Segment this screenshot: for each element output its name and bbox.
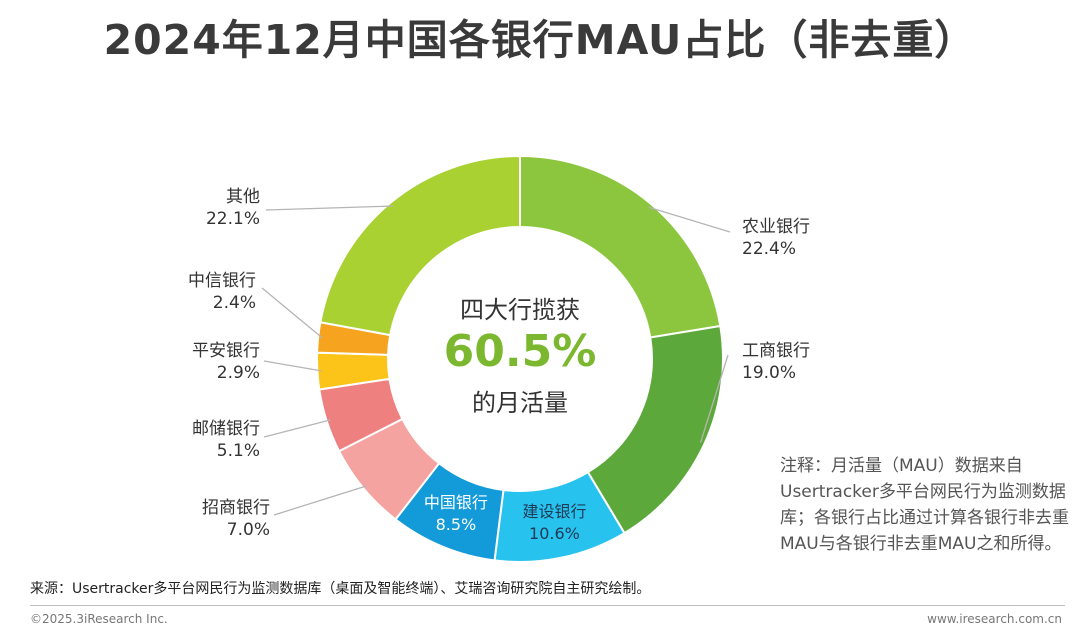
slice-label-中信银行: 中信银行 2.4% bbox=[146, 270, 256, 314]
slice-label-建设银行: 建设银行 10.6% bbox=[509, 501, 599, 545]
slice-农业银行 bbox=[519, 154, 722, 339]
slice-其他 bbox=[319, 154, 521, 337]
slice-label-其他: 其他 22.1% bbox=[150, 186, 260, 230]
leader-line-中信银行 bbox=[261, 287, 323, 339]
leader-line-邮储银行 bbox=[263, 419, 331, 438]
center-caption-top: 四大行揽获 bbox=[460, 296, 580, 324]
slice-name: 平安银行 bbox=[192, 341, 260, 361]
slice-name: 建设银行 bbox=[522, 501, 587, 521]
slice-name: 邮储银行 bbox=[192, 419, 260, 439]
slice-value: 7.0% bbox=[226, 520, 270, 540]
slice-value: 2.4% bbox=[212, 293, 256, 313]
data-source: 来源：Usertracker多平台网民行为监测数据库（桌面及智能终端）、艾瑞咨询… bbox=[30, 581, 651, 597]
slice-name: 其他 bbox=[226, 187, 260, 207]
leader-line-其他 bbox=[265, 205, 393, 211]
leader-line-农业银行 bbox=[648, 206, 731, 233]
slice-value: 8.5% bbox=[435, 514, 477, 534]
slice-label-邮储银行: 邮储银行 5.1% bbox=[150, 418, 260, 462]
slice-label-中国银行: 中国银行 8.5% bbox=[411, 492, 501, 536]
slice-name: 农业银行 bbox=[742, 217, 810, 237]
footer-divider bbox=[30, 605, 1065, 606]
slice-value: 22.4% bbox=[742, 239, 797, 259]
leader-line-招商银行 bbox=[273, 485, 367, 516]
center-caption-bottom: 的月活量 bbox=[472, 389, 568, 417]
slice-label-农业银行: 农业银行 22.4% bbox=[742, 216, 810, 260]
leader-line-平安银行 bbox=[263, 360, 322, 372]
slice-value: 19.0% bbox=[742, 363, 797, 383]
slice-name: 中信银行 bbox=[188, 271, 256, 291]
website: www.iresearch.com.cn bbox=[927, 612, 1062, 626]
slice-value: 22.1% bbox=[205, 209, 260, 229]
slice-name: 工商银行 bbox=[742, 341, 810, 361]
center-value: 60.5% bbox=[443, 326, 597, 377]
slice-label-平安银行: 平安银行 2.9% bbox=[150, 340, 260, 384]
slice-name: 招商银行 bbox=[202, 498, 270, 518]
copyright: ©2025.3iResearch Inc. bbox=[30, 612, 168, 626]
chart-note: 注释：月活量（MAU）数据来自Usertracker多平台网民行为监测数据库；各… bbox=[780, 456, 1069, 554]
slice-name: 中国银行 bbox=[423, 492, 488, 512]
chart-title: 2024年12月中国各银行MAU占比（非去重） bbox=[103, 16, 977, 64]
slice-label-工商银行: 工商银行 19.0% bbox=[742, 340, 810, 384]
leader-line-工商银行 bbox=[699, 354, 729, 443]
slice-value: 5.1% bbox=[216, 441, 260, 461]
slice-value: 10.6% bbox=[529, 523, 580, 543]
slice-label-招商银行: 招商银行 7.0% bbox=[160, 497, 270, 541]
slice-value: 2.9% bbox=[216, 363, 260, 383]
